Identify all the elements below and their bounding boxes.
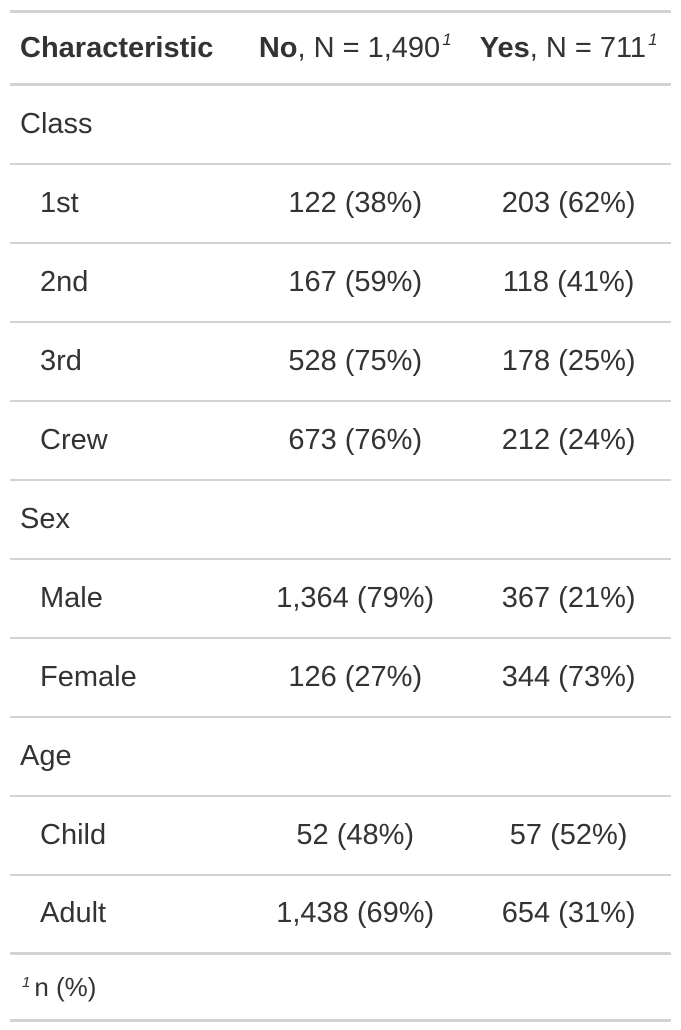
cell-yes: 178 (25%): [501, 344, 636, 377]
cell-no: 122 (38%): [288, 186, 423, 219]
cell-yes: 57 (52%): [509, 818, 628, 851]
cell-no: 1,438 (69%): [276, 897, 435, 930]
header-row: Characteristic No, N = 1,490 1 Yes, N = 7…: [10, 11, 671, 85]
header-yes: Yes, N = 711 1: [466, 12, 671, 85]
group-label-age: Age: [20, 739, 72, 772]
group-row-age: Age: [10, 717, 671, 796]
header-no: No, N = 1,490 1: [244, 12, 466, 85]
cell-no: 126 (27%): [288, 660, 423, 693]
row-label: Child: [40, 818, 107, 851]
header-characteristic-label: Characteristic: [20, 31, 214, 64]
cell-no: 167 (59%): [288, 265, 423, 298]
cell-no: 528 (75%): [288, 344, 423, 377]
row-label: Female: [40, 660, 137, 693]
group-label-class: Class: [20, 107, 93, 140]
row-label: 1st: [40, 186, 79, 219]
group-row-sex: Sex: [10, 480, 671, 559]
table-row: Male 1,364 (79%) 367 (21%): [10, 559, 671, 638]
row-label: Crew: [40, 423, 108, 456]
header-characteristic: Characteristic: [10, 12, 244, 85]
footnote-text: n (%): [34, 972, 97, 1002]
table-row: 3rd 528 (75%) 178 (25%): [10, 322, 671, 401]
cell-yes: 203 (62%): [501, 186, 636, 219]
row-label: 2nd: [40, 265, 89, 298]
cell-yes: 654 (31%): [501, 897, 636, 930]
table-row: Female 126 (27%) 344 (73%): [10, 638, 671, 717]
cell-yes: 344 (73%): [501, 660, 636, 693]
header-yes-n: , N = 711: [529, 31, 647, 64]
table-row: 2nd 167 (59%) 118 (41%): [10, 243, 671, 322]
group-row-class: Class: [10, 85, 671, 164]
header-yes-label: Yes: [479, 31, 530, 64]
cell-yes: 212 (24%): [501, 423, 636, 456]
table-row: Adult 1,438 (69%) 654 (31%): [10, 875, 671, 954]
header-no-label: No: [258, 31, 298, 64]
table-row: Crew 673 (76%) 212 (24%): [10, 401, 671, 480]
header-no-footnote-mark: 1: [442, 29, 452, 49]
table-row: Child 52 (48%) 57 (52%): [10, 796, 671, 875]
cell-no: 1,364 (79%): [276, 581, 435, 614]
group-label-sex: Sex: [20, 502, 70, 535]
table-row: 1st 122 (38%) 203 (62%): [10, 164, 671, 243]
cell-no: 52 (48%): [296, 818, 415, 851]
header-yes-footnote-mark: 1: [648, 29, 658, 49]
cell-yes: 367 (21%): [501, 581, 636, 614]
header-no-n: , N = 1,490: [297, 31, 441, 64]
summary-table-container: Characteristic No, N = 1,490 1 Yes, N = 7…: [10, 10, 671, 1022]
summary-table: Characteristic No, N = 1,490 1 Yes, N = 7…: [10, 10, 671, 955]
cell-no: 673 (76%): [288, 423, 423, 456]
cell-yes: 118 (41%): [502, 265, 635, 298]
row-label: 3rd: [40, 344, 82, 377]
footnote-mark: 1: [22, 974, 31, 991]
row-label: Adult: [40, 897, 107, 930]
row-label: Male: [40, 581, 103, 614]
